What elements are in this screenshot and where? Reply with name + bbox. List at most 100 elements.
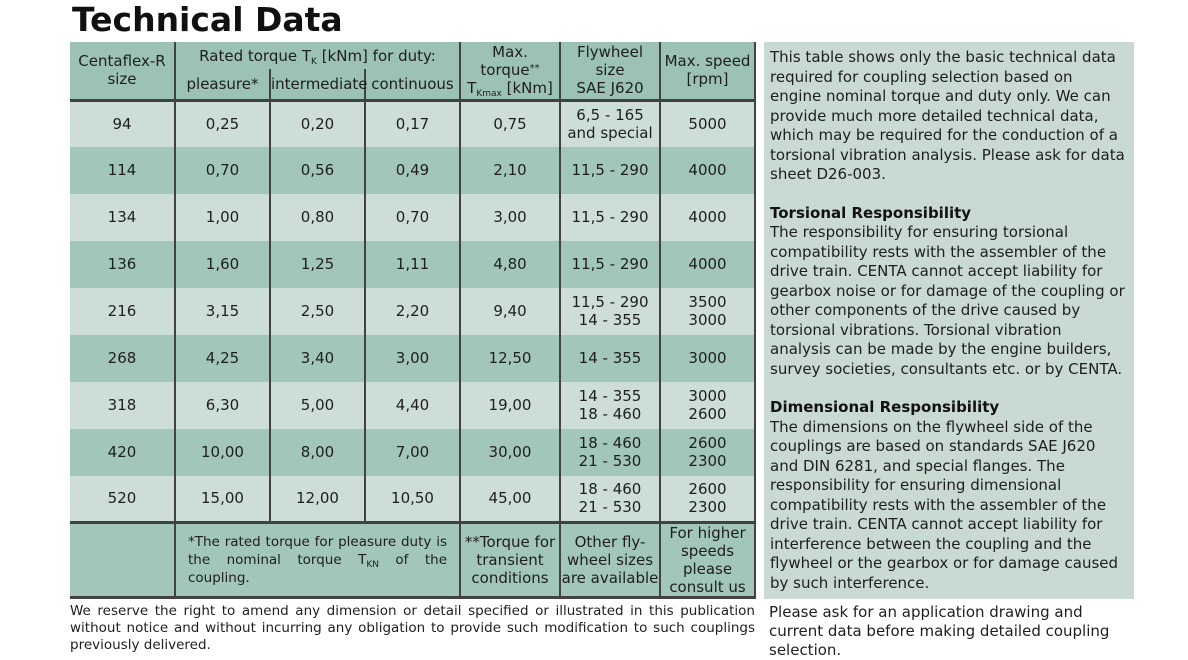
table-row: 420 10,00 8,00 7,00 30,00 18 - 460 21 - 530 260…: [70, 428, 757, 476]
table-row: 94 0,25 0,20 0,17 0,75 6,5 - 165 and special 50…: [70, 98, 757, 147]
cell-size: 318: [70, 381, 176, 429]
sidebar-panel: This table shows only the basic technica…: [764, 42, 1135, 599]
technical-data-table: Centaflex-R size Rated torque TK [kNm] f…: [70, 42, 757, 599]
cell-max-torque: 3,00: [460, 193, 562, 241]
max-torque-unit: [kNm]: [501, 79, 553, 98]
cell-intermediate: 3,40: [270, 334, 366, 382]
cell-pleasure: 1,00: [175, 193, 271, 241]
application-drawing-note: Please ask for an application drawing an…: [769, 603, 1110, 659]
cell-size: 268: [70, 334, 176, 382]
cell-continuous: 10,50: [365, 475, 462, 523]
page-title: Technical Data: [72, 0, 343, 39]
header-rated-torque-group: Rated torque TK [kNm] for duty:: [175, 42, 462, 69]
cell-size: 94: [70, 98, 176, 147]
cell-max-torque: 12,50: [460, 334, 562, 382]
flywheel-line1: Flywheel size: [576, 43, 644, 80]
content-area: Centaflex-R size Rated torque TK [kNm] f…: [70, 42, 1188, 599]
footnote-empty-cell: [70, 521, 176, 599]
table-row: 216 3,15 2,50 2,20 9,40 11,5 - 290 14 - 355 350…: [70, 287, 757, 335]
cell-intermediate: 12,00: [270, 475, 366, 523]
cell-speed: 3000: [660, 334, 757, 382]
cell-size: 420: [70, 428, 176, 476]
cell-max-torque: 4,80: [460, 240, 562, 288]
header-size-column: Centaflex-R size: [70, 42, 176, 100]
intro-paragraph: This table shows only the basic technica…: [770, 48, 1125, 183]
max-speed-line1: Max. speed: [664, 52, 751, 71]
cell-intermediate: 1,25: [270, 240, 366, 288]
table-row: 520 15,00 12,00 10,50 45,00 18 - 460 21 - 530 2…: [70, 475, 757, 523]
max-torque-symbol: T: [467, 79, 477, 98]
header-duty-pleasure: pleasure*: [175, 69, 271, 100]
cell-flywheel: 11,5 - 290 14 - 355: [560, 287, 662, 335]
cell-size: 134: [70, 193, 176, 241]
cell-continuous: 0,49: [365, 146, 462, 194]
flywheel-note-line2: wheel sizes: [566, 551, 654, 569]
speed-note-line1: For higher: [669, 524, 746, 542]
cell-continuous: 0,70: [365, 193, 462, 241]
cell-max-torque: 0,75: [460, 98, 562, 147]
cell-pleasure: 15,00: [175, 475, 271, 523]
cell-pleasure: 6,30: [175, 381, 271, 429]
cell-intermediate: 8,00: [270, 428, 366, 476]
cell-pleasure: 10,00: [175, 428, 271, 476]
cell-flywheel: 18 - 460 21 - 530: [560, 428, 662, 476]
cell-speed: 5000: [660, 98, 757, 147]
rated-torque-unit: [kNm] for duty:: [316, 46, 436, 65]
flywheel-note-line1: Other fly-: [574, 533, 646, 551]
cell-flywheel: 14 - 355: [560, 334, 662, 382]
rated-torque-label: Rated torque T: [199, 46, 312, 65]
amendment-disclaimer: We reserve the right to amend any dimens…: [70, 603, 755, 653]
torque-note-text: *The rated torque for pleasure duty is t…: [188, 534, 448, 568]
table-body: 94 0,25 0,20 0,17 0,75 6,5 - 165 and special 50…: [70, 98, 757, 523]
cell-speed: 2600 2300: [660, 475, 757, 523]
cell-speed: 4000: [660, 193, 757, 241]
table-row: 114 0,70 0,56 0,49 2,10 11,5 - 290 4000: [70, 146, 757, 194]
torsional-heading: Torsional Responsibility: [770, 203, 972, 222]
torsional-body: The responsibility for ensuring torsiona…: [770, 223, 1125, 378]
cell-size: 216: [70, 287, 176, 335]
torque-symbol-subscript: K: [311, 56, 317, 67]
section-dimensional: Dimensional Responsibility The dimension…: [770, 398, 1126, 593]
header-flywheel-column: Flywheel size SAE J620: [560, 42, 662, 100]
cell-intermediate: 5,00: [270, 381, 366, 429]
speed-note-line3: consult us: [669, 578, 746, 596]
max-torque-note-line3: conditions: [471, 569, 549, 587]
footnote-flywheel: Other fly- wheel sizes are available: [560, 521, 662, 599]
cell-continuous: 0,17: [365, 98, 462, 147]
footnote-speed: For higher speeds please consult us: [660, 521, 757, 599]
cell-continuous: 1,11: [365, 240, 462, 288]
cell-speed: 4000: [660, 240, 757, 288]
cell-continuous: 4,40: [365, 381, 462, 429]
speed-note-line2: speeds please: [680, 542, 735, 578]
max-torque-note-line1: **Torque for: [464, 533, 556, 551]
max-torque-asterisks: **: [529, 63, 540, 75]
cell-intermediate: 0,56: [270, 146, 366, 194]
cell-intermediate: 0,20: [270, 98, 366, 147]
header-size-line2: size: [107, 70, 137, 89]
cell-continuous: 2,20: [365, 287, 462, 335]
cell-max-torque: 19,00: [460, 381, 562, 429]
cell-flywheel: 18 - 460 21 - 530: [560, 475, 662, 523]
cell-max-torque: 30,00: [460, 428, 562, 476]
max-torque-line2: TKmax [kNm]: [461, 79, 559, 99]
header-duty-continuous: continuous: [365, 69, 462, 100]
footnote-rated-torque: *The rated torque for pleasure duty is t…: [175, 521, 462, 599]
max-speed-line2: [rpm]: [686, 70, 729, 89]
cell-pleasure: 3,15: [175, 287, 271, 335]
flywheel-note-line3: are available: [561, 569, 659, 587]
cell-pleasure: 4,25: [175, 334, 271, 382]
cell-speed: 3500 3000: [660, 287, 757, 335]
cell-speed: 2600 2300: [660, 428, 757, 476]
header-max-torque-column: Max. torque** TKmax [kNm]: [460, 42, 562, 100]
cell-speed: 4000: [660, 146, 757, 194]
table-row: 136 1,60 1,25 1,11 4,80 11,5 - 290 4000: [70, 240, 757, 288]
header-duty-intermediate: intermediate: [270, 69, 368, 100]
torque-note-subscript: KN: [366, 560, 379, 570]
table-footnotes: *The rated torque for pleasure duty is t…: [70, 521, 757, 599]
table-row: 134 1,00 0,80 0,70 3,00 11,5 - 290 4000: [70, 193, 757, 241]
cell-flywheel: 6,5 - 165 and special: [560, 98, 662, 147]
cell-continuous: 3,00: [365, 334, 462, 382]
cell-max-torque: 45,00: [460, 475, 562, 523]
cell-max-torque: 9,40: [460, 287, 562, 335]
cell-size: 520: [70, 475, 176, 523]
